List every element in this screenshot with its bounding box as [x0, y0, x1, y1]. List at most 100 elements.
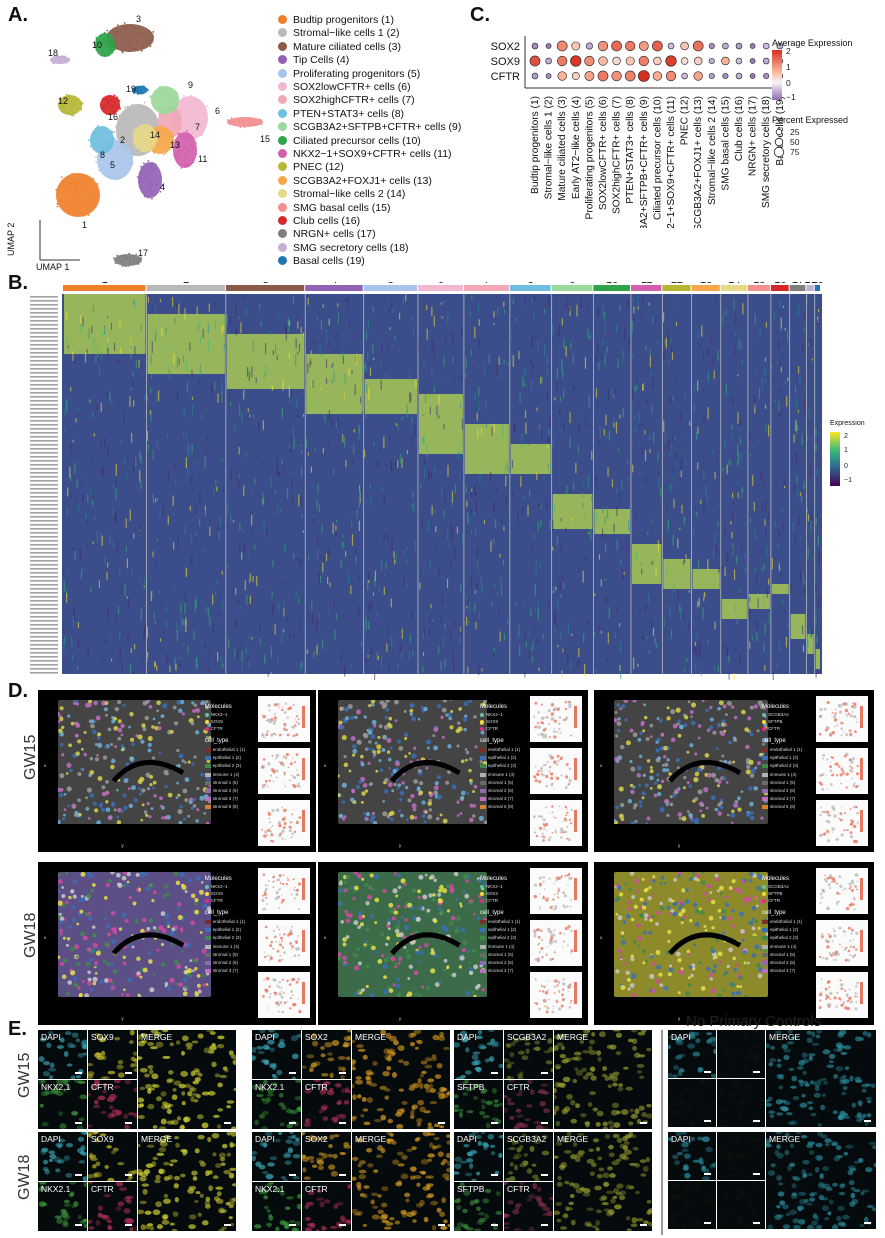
celltype-swatch-icon [204, 772, 211, 777]
scalebar [125, 1224, 132, 1226]
celltype-legend-item: stromal 1 (5) [762, 952, 795, 957]
dotplot-dot [570, 55, 582, 67]
umap-legend-label: Ciliated precursor cells (10) [293, 134, 421, 147]
celltype-swatch-icon [762, 789, 768, 793]
celltype-label: stromal 3 (7) [212, 968, 239, 974]
celltype-swatch-icon [204, 936, 211, 941]
if-channel-label: CFTR [507, 1184, 530, 1194]
dotplot-dot [529, 55, 541, 67]
heatmap-cluster-label: 7 [484, 282, 490, 286]
molecule-legend-item: CFTR [480, 898, 498, 903]
celltype-label: epithelial 1 (2) [488, 755, 517, 761]
molecule-density-thumbnail [816, 972, 868, 1018]
dotplot-dot [585, 42, 593, 50]
umap-legend-label: PTEN+STAT3+ cells (8) [293, 107, 405, 120]
heatmap-cluster-bar [509, 285, 551, 291]
if-panel-cftr: CFTR [88, 1080, 137, 1129]
celltype-swatch-icon [204, 780, 211, 785]
spatial-tissue-image [613, 698, 769, 826]
celltype-legend-item: epithelial 1 (2) [762, 927, 798, 933]
if-panel-cftr: CFTR [504, 1080, 553, 1129]
celltype-legend-item: stromal 3 (7) [204, 968, 239, 974]
if-channel-label: SCGB3A2 [507, 1134, 547, 1144]
dotplot-dot [652, 40, 663, 52]
scalebar [75, 1072, 82, 1074]
celltype-label: epithelial 1 (2) [212, 755, 242, 761]
molecule-label: CFTR [210, 898, 223, 903]
if-panel-cftr: CFTR [504, 1182, 553, 1231]
scalebar [704, 1222, 711, 1224]
spatial-tissue-image [336, 697, 489, 826]
celltype-label: stromal 1 (5) [488, 779, 514, 785]
celltype-label: endothelial 1 (1) [488, 919, 521, 924]
celltype-label: stromal 5 (8) [488, 804, 514, 810]
molecule-dot-icon [204, 727, 209, 731]
control-panel-empty [717, 1030, 765, 1078]
umap-legend-label: Mature ciliated cells (3) [293, 40, 401, 53]
control-panel-empty [717, 1079, 765, 1127]
umap-legend-label: SOX2lowCFTR+ cells (6) [293, 81, 411, 93]
dotplot-dot [652, 71, 663, 81]
molecules-legend-title: Molecules [762, 876, 790, 882]
celltype-label: endothelial 1 (1) [770, 919, 803, 924]
heatmap-high-block [771, 584, 789, 594]
spatial-xlabel: y [399, 843, 402, 848]
dotplot-dot [545, 57, 552, 65]
spatial-tissue-image [56, 699, 213, 826]
scalebar [339, 1174, 346, 1176]
molecules-legend-title: Molecules [204, 876, 232, 882]
celltype-swatch-icon [204, 764, 211, 769]
dotplot-cluster-label: Club cells (16) [734, 96, 745, 161]
no-primary-controls-title: No Primary Controls [686, 1013, 822, 1030]
dotplot-dot [708, 42, 715, 50]
umap-cluster-number: 16 [108, 112, 118, 122]
dotplot-cluster-label: PTEN+STAT3+ cells (8) [625, 96, 636, 204]
celltype-swatch-icon [762, 928, 768, 933]
heatmap-high-block [226, 334, 305, 389]
colorbar-tick: −1 [786, 92, 796, 102]
celltype-legend-item: immune 1 (4) [204, 944, 239, 949]
legend-dot-icon [278, 55, 287, 65]
celltype-legend-item: epithelial 1 (2) [480, 927, 516, 933]
celltype-label: stromal 1 (5) [212, 951, 239, 957]
molecule-dot-icon [762, 892, 766, 896]
if-channel-label: CFTR [305, 1082, 328, 1092]
scalebar [640, 1122, 647, 1124]
panel-label-b: B. [8, 272, 28, 294]
heatmap-cluster-label: 18 [804, 282, 816, 286]
heatmap-cluster-bar [662, 285, 691, 291]
colorbar-tick: 2 [786, 46, 791, 56]
dotplot-dot [721, 56, 730, 66]
heatmap-legend-title: Expression [830, 420, 865, 427]
heatmap-cluster-label: 12 [671, 282, 683, 286]
control-panel-dapi: DAPI [668, 1132, 716, 1180]
spatial-panel: y x Molecules SCGB3A2 SFTPB CFTR cell_type endo… [594, 862, 874, 1025]
molecules-legend-title: Molecules [204, 704, 232, 710]
heatmap-cluster-bar [305, 285, 363, 291]
celltype-swatch-icon [762, 756, 768, 761]
molecules-legend-title: Molecules [762, 704, 790, 710]
dotplot-dot [735, 72, 743, 80]
celltype-swatch-icon [204, 952, 211, 957]
molecule-legend-item: SCGB3A2 [762, 884, 789, 889]
spatial-xlabel: y [121, 1016, 124, 1021]
if-panel-nkx2: SFTPB [454, 1182, 503, 1231]
spatial-xlabel: y [399, 1016, 402, 1021]
celltype-swatch-icon [204, 961, 211, 965]
spatial-ylabel: x [324, 762, 327, 768]
if-panel-nkx2: SFTPB [454, 1080, 503, 1129]
umap-legend-label: SCGB3A2+FOXJ1+ cells (13) [293, 174, 432, 187]
umap-legend-item: Tip Cells (4) [278, 53, 349, 67]
molecule-legend-item: CFTR [762, 898, 780, 903]
molecule-density-thumbnail [816, 748, 868, 794]
celltype-legend-item: endothelial 1 (1) [480, 747, 520, 752]
if-row-label-gw18: GW18 [16, 1154, 33, 1200]
panel-label-e: E. [8, 1018, 27, 1040]
scalebar [491, 1174, 498, 1176]
heatmap-high-block [748, 594, 770, 609]
avg-expression-colorbar [772, 50, 782, 100]
molecule-density-thumbnail [258, 920, 310, 966]
panel-label-c: C. [470, 4, 490, 26]
celltype-label: immune 1 (4) [488, 771, 515, 777]
